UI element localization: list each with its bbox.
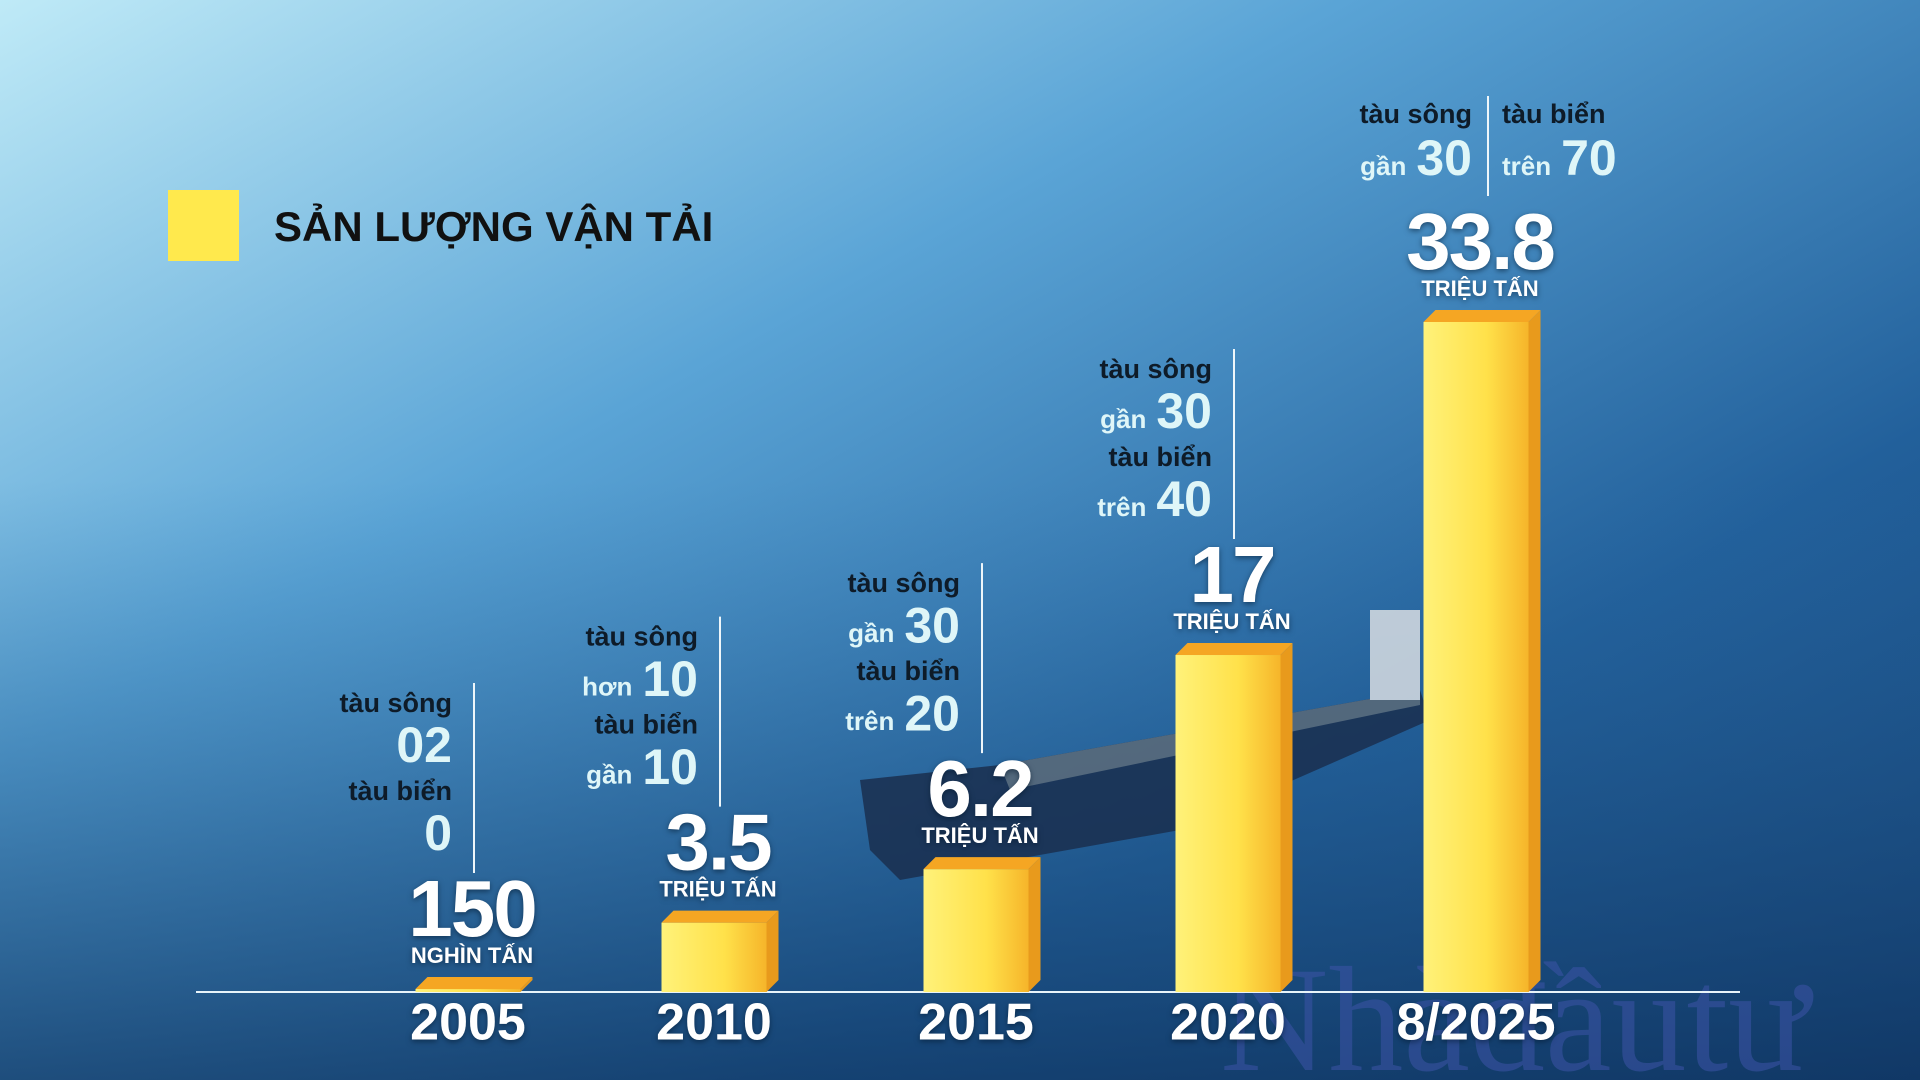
bar bbox=[1423, 322, 1529, 992]
bar bbox=[923, 869, 1029, 992]
vessel-type: tàu biển bbox=[856, 656, 960, 686]
bar-top bbox=[1175, 643, 1293, 656]
count-qualifier: gần bbox=[848, 618, 894, 648]
x-tick-label: 2010 bbox=[656, 994, 772, 1052]
bar-top bbox=[661, 910, 779, 923]
value-label: 150 bbox=[408, 864, 535, 953]
bar-side bbox=[1528, 310, 1541, 992]
legend-swatch bbox=[168, 190, 239, 261]
count-value: 30 bbox=[904, 597, 960, 653]
unit-label: TRIỆU TẤN bbox=[659, 876, 776, 901]
count-value: 40 bbox=[1156, 471, 1212, 527]
bar-side bbox=[520, 977, 533, 992]
vessel-type: tàu sông bbox=[586, 622, 699, 652]
bar-top bbox=[1423, 310, 1541, 322]
ship-bridge bbox=[1370, 610, 1420, 700]
count-value: 70 bbox=[1561, 130, 1617, 186]
unit-label: TRIỆU TẤN bbox=[1173, 609, 1290, 634]
bar-side bbox=[1028, 857, 1041, 992]
value-label: 33.8 bbox=[1406, 197, 1554, 286]
count-value: 30 bbox=[1156, 383, 1212, 439]
count-qualifier: trên bbox=[1097, 492, 1146, 522]
x-tick-label: 2020 bbox=[1170, 994, 1286, 1052]
count-value: 10 bbox=[642, 651, 698, 707]
value-label: 6.2 bbox=[927, 744, 1032, 833]
unit-label: TRIỆU TẤN bbox=[1421, 276, 1538, 301]
x-tick-label: 2005 bbox=[410, 994, 526, 1052]
legend-label: SẢN LƯỢNG VẬN TẢI bbox=[274, 202, 713, 250]
vessel-type: tàu biển bbox=[1108, 442, 1212, 472]
x-tick-label: 2015 bbox=[918, 994, 1034, 1052]
bar bbox=[415, 989, 521, 992]
count-qualifier: hơn bbox=[582, 671, 632, 701]
bar bbox=[661, 922, 767, 992]
bar-top bbox=[923, 857, 1041, 870]
bar-side bbox=[766, 910, 779, 992]
count-qualifier: gần bbox=[1360, 151, 1406, 181]
count-value: 30 bbox=[1416, 130, 1472, 186]
vessel-type: tàu sông bbox=[1100, 354, 1213, 384]
count-value: 0 bbox=[424, 805, 452, 861]
unit-label: NGHÌN TẤN bbox=[411, 943, 533, 968]
value-label: 17 bbox=[1190, 530, 1275, 619]
unit-label: TRIỆU TẤN bbox=[921, 823, 1038, 848]
count-qualifier: gần bbox=[1100, 404, 1146, 434]
count-qualifier: trên bbox=[845, 706, 894, 736]
value-label: 3.5 bbox=[665, 798, 771, 887]
vessel-type: tàu biển bbox=[594, 710, 698, 740]
bar bbox=[1175, 655, 1281, 992]
count-value: 10 bbox=[642, 739, 698, 795]
x-tick-label: 8/2025 bbox=[1396, 994, 1555, 1052]
count-value: 20 bbox=[904, 685, 960, 741]
vessel-type: tàu biển bbox=[1502, 99, 1606, 129]
bar-top bbox=[415, 977, 533, 990]
vessel-type: tàu sông bbox=[848, 568, 961, 598]
vessel-type: tàu sông bbox=[1360, 99, 1473, 129]
count-qualifier: trên bbox=[1502, 151, 1551, 181]
vessel-type: tàu biển bbox=[348, 776, 452, 806]
count-qualifier: gần bbox=[586, 759, 632, 789]
vessel-type: tàu sông bbox=[340, 688, 453, 718]
count-value: 02 bbox=[396, 717, 452, 773]
bar-side bbox=[1280, 643, 1293, 992]
